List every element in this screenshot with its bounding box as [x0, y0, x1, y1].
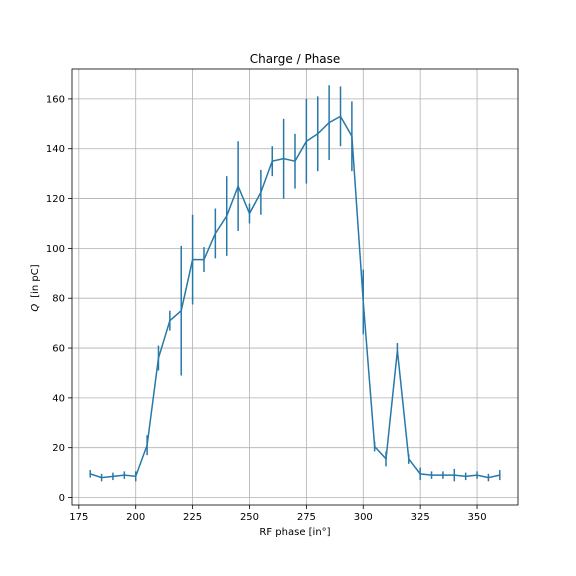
y-tick-label: 160 [46, 94, 65, 105]
plot-frame [71, 68, 519, 506]
x-tick-label: 350 [467, 512, 486, 523]
y-tick-label: 60 [52, 344, 65, 355]
y-axis-symbol: Q [30, 304, 41, 312]
chart-title: Charge / Phase [250, 52, 341, 66]
y-tick-label: 140 [46, 144, 65, 155]
x-axis-label: RF phase [in°] [259, 527, 330, 538]
x-axis-ticks: 175 200 225 250 275 300 325 350 [69, 505, 487, 523]
y-axis-unit: [in pC] [30, 264, 41, 298]
y-tick-label: 120 [46, 194, 65, 205]
x-tick-label: 175 [69, 512, 88, 523]
y-tick-label: 20 [52, 443, 65, 454]
y-tick-label: 40 [52, 393, 65, 404]
x-tick-label: 225 [183, 512, 202, 523]
y-axis-ticks: 0 20 40 60 80 100 120 140 160 [46, 94, 72, 504]
x-tick-label: 300 [354, 512, 373, 523]
series-line [89, 115, 500, 479]
x-tick-label: 250 [240, 512, 259, 523]
y-tick-label: 0 [59, 493, 65, 504]
x-tick-label: 275 [297, 512, 316, 523]
x-tick-label: 325 [411, 512, 430, 523]
y-axis-label: Q [in pC] [30, 264, 41, 311]
x-tick-label: 200 [126, 512, 145, 523]
y-tick-label: 80 [52, 294, 65, 305]
y-tick-label: 100 [46, 244, 65, 255]
